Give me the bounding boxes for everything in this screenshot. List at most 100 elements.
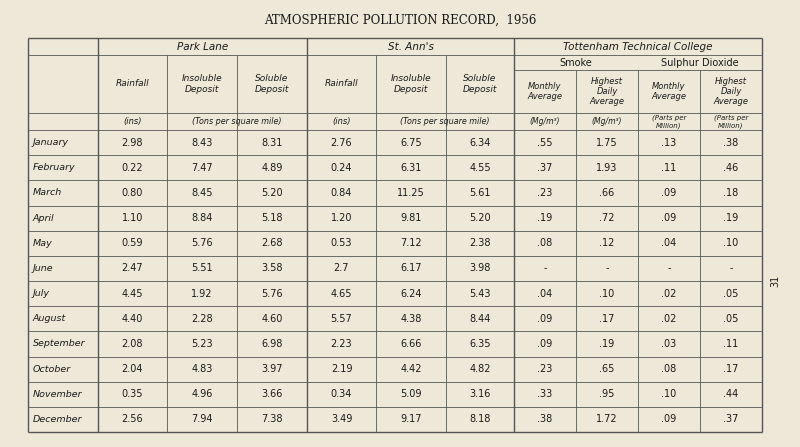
Text: .09: .09 [538,314,553,324]
Text: 2.76: 2.76 [330,138,352,148]
Text: 3.16: 3.16 [470,389,490,399]
Text: 4.60: 4.60 [262,314,282,324]
Text: .44: .44 [723,389,738,399]
Text: 5.20: 5.20 [261,188,283,198]
Text: .02: .02 [662,314,677,324]
Text: .65: .65 [599,364,614,374]
Text: .55: .55 [538,138,553,148]
Text: 5.09: 5.09 [400,389,422,399]
Text: .10: .10 [723,238,738,248]
Text: 2.04: 2.04 [122,364,143,374]
Text: .17: .17 [723,364,738,374]
Text: .05: .05 [723,314,738,324]
Text: 1.20: 1.20 [330,213,352,223]
Text: 3.58: 3.58 [262,263,282,274]
Text: 1.72: 1.72 [596,414,618,424]
Text: 3.49: 3.49 [331,414,352,424]
Text: .04: .04 [538,289,553,299]
Text: 5.61: 5.61 [470,188,490,198]
Text: .10: .10 [599,289,614,299]
Text: 1.93: 1.93 [596,163,618,173]
Text: 8.44: 8.44 [470,314,490,324]
Text: 1.75: 1.75 [596,138,618,148]
Text: May: May [33,239,53,248]
Text: .37: .37 [723,414,738,424]
Text: November: November [33,390,82,399]
Text: (Mg/m³): (Mg/m³) [530,117,560,126]
Text: .23: .23 [538,188,553,198]
Text: 0.35: 0.35 [122,389,143,399]
Text: .08: .08 [538,238,553,248]
Text: .33: .33 [538,389,553,399]
Text: 6.66: 6.66 [400,339,422,349]
Text: .11: .11 [723,339,738,349]
Text: Monthly
Average: Monthly Average [651,82,686,101]
Text: .23: .23 [538,364,553,374]
Text: (ins): (ins) [123,117,142,126]
Text: 1.10: 1.10 [122,213,143,223]
Text: .12: .12 [599,238,614,248]
Text: -: - [730,263,733,274]
Text: 5.20: 5.20 [469,213,491,223]
Text: July: July [33,289,50,298]
Text: .95: .95 [599,389,614,399]
Text: September: September [33,339,86,348]
Text: .05: .05 [723,289,738,299]
Text: .13: .13 [662,138,677,148]
Text: 2.7: 2.7 [334,263,350,274]
Text: 5.76: 5.76 [261,289,283,299]
Text: .37: .37 [538,163,553,173]
Text: -: - [543,263,546,274]
Text: Sulphur Dioxide: Sulphur Dioxide [661,58,739,67]
Text: 4.89: 4.89 [262,163,282,173]
Text: 0.84: 0.84 [331,188,352,198]
Text: ATMOSPHERIC POLLUTION RECORD,  1956: ATMOSPHERIC POLLUTION RECORD, 1956 [264,13,536,26]
Text: 5.43: 5.43 [470,289,490,299]
Text: 7.38: 7.38 [262,414,282,424]
Text: April: April [33,214,54,223]
Text: .03: .03 [662,339,677,349]
Text: 2.19: 2.19 [330,364,352,374]
Text: -: - [667,263,670,274]
Text: 0.59: 0.59 [122,238,143,248]
Text: Soluble
Deposit: Soluble Deposit [463,74,497,94]
Text: (Mg/m³): (Mg/m³) [592,117,622,126]
Text: 8.43: 8.43 [191,138,213,148]
Text: 2.98: 2.98 [122,138,143,148]
Text: St. Ann's: St. Ann's [387,42,434,51]
Text: Park Lane: Park Lane [177,42,228,51]
Text: January: January [33,138,69,147]
Text: 5.51: 5.51 [191,263,213,274]
Text: 4.65: 4.65 [330,289,352,299]
Text: December: December [33,415,82,424]
Text: .46: .46 [723,163,738,173]
Text: 3.97: 3.97 [262,364,282,374]
Text: .09: .09 [662,414,677,424]
Text: -: - [606,263,609,274]
Text: .09: .09 [538,339,553,349]
Text: Rainfall: Rainfall [325,80,358,89]
Text: .18: .18 [723,188,738,198]
Text: .17: .17 [599,314,614,324]
Text: .09: .09 [662,213,677,223]
Text: .66: .66 [599,188,614,198]
Text: 4.40: 4.40 [122,314,143,324]
Text: 0.53: 0.53 [330,238,352,248]
Text: 6.34: 6.34 [470,138,490,148]
Text: 9.17: 9.17 [400,414,422,424]
Text: (Parts per
Million): (Parts per Million) [652,114,686,129]
Text: 2.68: 2.68 [262,238,282,248]
Text: 8.31: 8.31 [262,138,282,148]
Text: 6.24: 6.24 [400,289,422,299]
Text: 1.92: 1.92 [191,289,213,299]
Text: .02: .02 [662,289,677,299]
Text: 5.18: 5.18 [262,213,282,223]
Text: Smoke: Smoke [560,58,592,67]
Text: .08: .08 [662,364,677,374]
Text: 2.23: 2.23 [330,339,352,349]
Text: March: March [33,189,62,198]
Text: 4.55: 4.55 [469,163,491,173]
Text: .19: .19 [538,213,553,223]
Text: Highest
Daily
Average: Highest Daily Average [590,76,625,106]
Text: (Parts per
Million): (Parts per Million) [714,114,748,129]
